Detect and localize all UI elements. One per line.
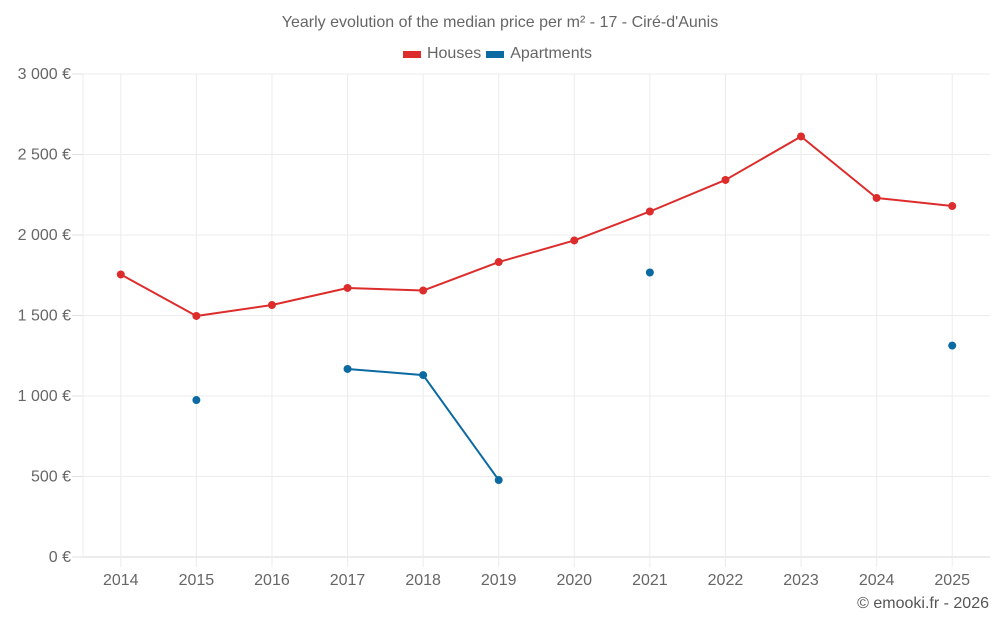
apartments-point: [419, 371, 428, 380]
houses-point: [645, 207, 654, 216]
x-tick-label: 2015: [179, 572, 215, 589]
grid: [72, 73, 990, 567]
x-tick-label: 2023: [783, 572, 819, 589]
houses-point: [116, 270, 125, 279]
x-tick-label: 2019: [481, 572, 517, 589]
apartments-point: [343, 364, 352, 373]
y-tick-label: 1 000 €: [18, 388, 71, 405]
apartments-point: [192, 396, 201, 405]
legend-item-apartments[interactable]: Apartments: [486, 45, 592, 63]
y-tick-label: 3 000 €: [18, 66, 71, 83]
apartments-point: [645, 268, 654, 277]
series-layer: [116, 132, 957, 485]
chart-title: Yearly evolution of the median price per…: [281, 14, 719, 31]
houses-line: [120, 135, 953, 317]
x-tick-label: 2021: [632, 572, 668, 589]
legend: Houses Apartments: [0, 45, 1000, 63]
x-tick-label: 2020: [556, 572, 592, 589]
apartments-point: [494, 476, 503, 485]
y-tick-label: 2 500 €: [18, 147, 71, 164]
legend-label-houses: Houses: [426, 45, 482, 62]
x-tick-label: 2017: [330, 572, 366, 589]
houses-point: [948, 202, 957, 211]
houses-point: [343, 283, 352, 292]
houses-swatch-icon: [402, 50, 421, 58]
credit-text: © emooki.fr - 2026: [857, 595, 989, 612]
y-axis: 0 € 500 € 1 000 € 1 500 € 2 000 € 2 500 € 3 00…: [18, 66, 71, 566]
houses-point: [267, 301, 276, 310]
x-tick-label: 2016: [254, 572, 290, 589]
apartments-point: [948, 341, 957, 350]
y-tick-label: 0 €: [49, 549, 71, 566]
x-tick-label: 2018: [405, 572, 441, 589]
x-tick-label: 2024: [859, 572, 895, 589]
x-tick-label: 2022: [708, 572, 744, 589]
x-tick-label: 2014: [103, 572, 139, 589]
houses-point: [721, 175, 730, 184]
houses-point: [192, 311, 201, 320]
houses-point: [797, 132, 806, 141]
houses-point: [872, 193, 881, 202]
x-axis: 2014 2015 2016 2017 2018 2019 2020 2021 2022 2023…: [103, 572, 970, 589]
y-tick-label: 1 500 €: [18, 308, 71, 325]
houses-point: [494, 258, 503, 267]
houses-point: [570, 236, 579, 245]
y-tick-label: 2 000 €: [18, 227, 71, 244]
y-tick-label: 500 €: [31, 469, 71, 486]
legend-item-houses[interactable]: Houses: [402, 45, 482, 63]
legend-label-apartments: Apartments: [510, 45, 593, 62]
houses-point: [419, 286, 428, 295]
apartments-swatch-icon: [486, 50, 505, 58]
x-tick-label: 2025: [934, 572, 970, 589]
